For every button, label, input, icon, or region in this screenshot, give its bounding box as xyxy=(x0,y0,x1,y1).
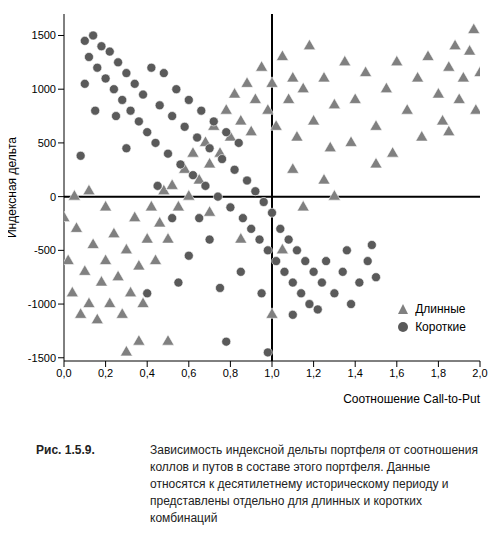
svg-text:1,4: 1,4 xyxy=(348,367,363,379)
html-text:Длинные: Длинные xyxy=(415,302,466,316)
svg-text:Индексная дельта: Индексная дельта xyxy=(8,137,19,238)
svg-text:0,4: 0,4 xyxy=(140,367,155,379)
html-text:Зависимость индексной дельты п: Зависимость индексной дельты портфеля от… xyxy=(150,443,478,525)
svg-text:0: 0 xyxy=(50,191,56,203)
svg-text:1,8: 1,8 xyxy=(431,367,446,379)
svg-text:0,0: 0,0 xyxy=(56,367,71,379)
svg-text:Соотношение Call-to-Put: Соотношение Call-to-Put xyxy=(343,392,481,406)
html-text:Короткие: Короткие xyxy=(415,320,466,334)
svg-text:-500: -500 xyxy=(34,244,56,256)
svg-text:2,0: 2,0 xyxy=(472,367,487,379)
svg-text:1500: 1500 xyxy=(32,29,56,41)
svg-text:1000: 1000 xyxy=(32,83,56,95)
svg-text:-1500: -1500 xyxy=(28,352,56,364)
svg-text:0,2: 0,2 xyxy=(98,367,113,379)
svg-text:1,2: 1,2 xyxy=(306,367,321,379)
svg-text:500: 500 xyxy=(38,137,56,149)
svg-text:1,6: 1,6 xyxy=(389,367,404,379)
svg-text:1,0: 1,0 xyxy=(264,367,279,379)
svg-text:0,8: 0,8 xyxy=(223,367,238,379)
html-text:Рис. 1.5.9.: Рис. 1.5.9. xyxy=(36,443,95,457)
svg-text:0,6: 0,6 xyxy=(181,367,196,379)
svg-text:-1000: -1000 xyxy=(28,298,56,310)
